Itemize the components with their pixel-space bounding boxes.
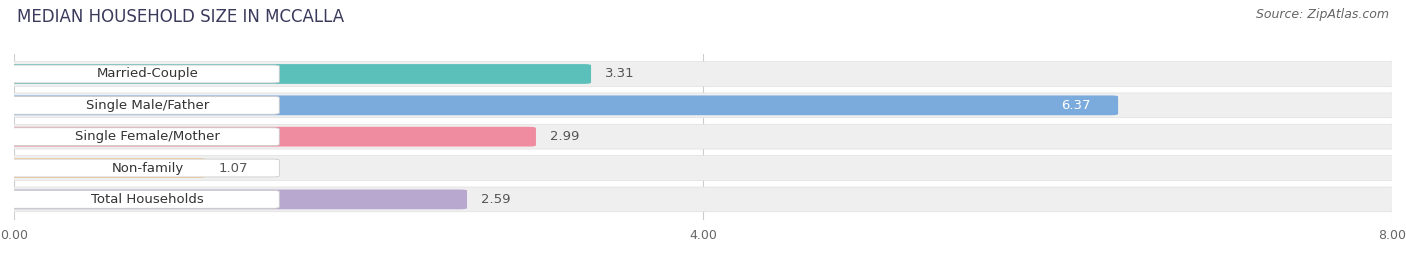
FancyBboxPatch shape [0, 159, 280, 177]
Text: 2.99: 2.99 [550, 130, 579, 143]
FancyBboxPatch shape [6, 62, 1400, 86]
FancyBboxPatch shape [6, 187, 1400, 212]
Text: 6.37: 6.37 [1062, 99, 1091, 112]
Text: 1.07: 1.07 [219, 162, 249, 174]
Text: Total Households: Total Households [91, 193, 204, 206]
Text: MEDIAN HOUSEHOLD SIZE IN MCCALLA: MEDIAN HOUSEHOLD SIZE IN MCCALLA [17, 8, 344, 26]
FancyBboxPatch shape [6, 156, 1400, 180]
FancyBboxPatch shape [0, 128, 280, 146]
FancyBboxPatch shape [0, 191, 280, 208]
FancyBboxPatch shape [6, 93, 1400, 118]
Text: Non-family: Non-family [111, 162, 184, 174]
FancyBboxPatch shape [7, 127, 536, 147]
FancyBboxPatch shape [0, 65, 280, 83]
FancyBboxPatch shape [0, 96, 280, 114]
FancyBboxPatch shape [7, 158, 205, 178]
Text: Married-Couple: Married-Couple [97, 68, 198, 80]
Text: 2.59: 2.59 [481, 193, 510, 206]
FancyBboxPatch shape [6, 124, 1400, 149]
Text: Single Male/Father: Single Male/Father [86, 99, 209, 112]
Text: Single Female/Mother: Single Female/Mother [75, 130, 219, 143]
FancyBboxPatch shape [7, 64, 591, 84]
FancyBboxPatch shape [7, 189, 467, 209]
Text: Source: ZipAtlas.com: Source: ZipAtlas.com [1256, 8, 1389, 21]
FancyBboxPatch shape [7, 95, 1118, 115]
Text: 3.31: 3.31 [605, 68, 634, 80]
